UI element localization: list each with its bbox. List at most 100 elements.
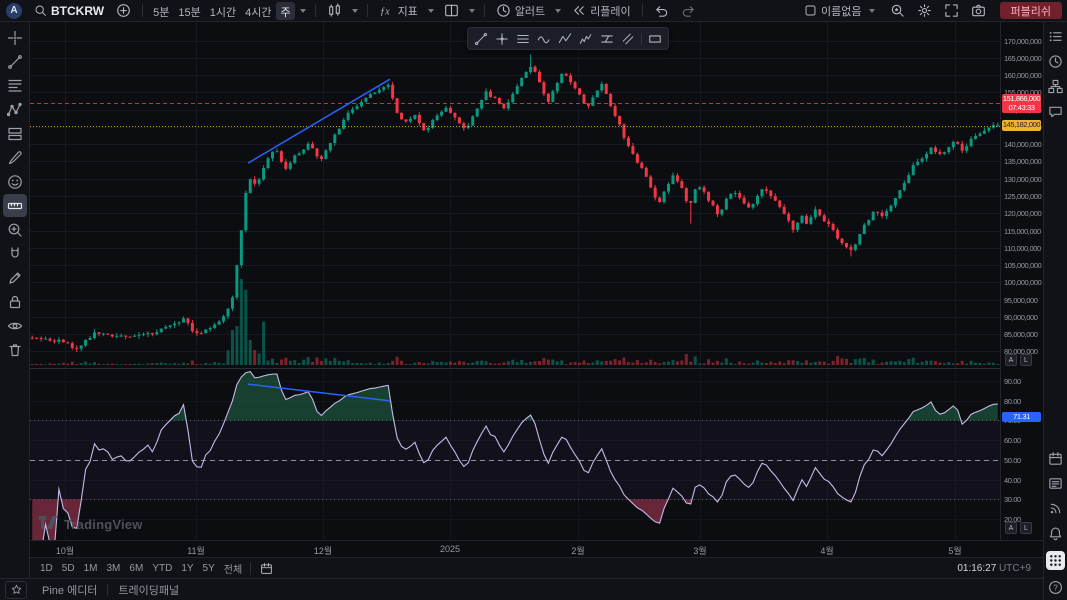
fullscreen-button[interactable] xyxy=(939,2,964,20)
replay-button[interactable]: 리플레이 xyxy=(566,2,635,20)
chevron-down-icon[interactable] xyxy=(427,8,434,13)
brush-tool-button[interactable] xyxy=(3,146,27,169)
publish-button[interactable]: 퍼블리쉬 xyxy=(999,2,1062,19)
goto-date-button[interactable] xyxy=(255,559,278,577)
timeframe-4시간-button[interactable]: 4시간 xyxy=(241,2,275,20)
redo-button[interactable] xyxy=(676,2,701,20)
range-전체-button[interactable]: 전체 xyxy=(220,559,246,578)
calendar-panel-button[interactable] xyxy=(1048,451,1063,466)
candlestick-chart-icon xyxy=(327,3,342,18)
range-5D-button[interactable]: 5D xyxy=(58,559,79,578)
rsi-value-badge: 71.31 xyxy=(1002,411,1041,423)
chat-panel-button[interactable] xyxy=(1048,104,1063,119)
price-axis-label: 135,000,000 xyxy=(1004,157,1042,167)
chevron-down-icon[interactable] xyxy=(468,8,475,13)
rss-panel-button[interactable] xyxy=(1048,501,1063,516)
pattern-icon xyxy=(6,102,23,118)
elliott-wave-draw-button[interactable] xyxy=(576,30,596,47)
range-1M-button[interactable]: 1M xyxy=(80,559,102,578)
layout-templates-button[interactable] xyxy=(439,2,464,20)
timeframe-15분-button[interactable]: 15분 xyxy=(174,2,204,20)
pencil-icon xyxy=(7,270,23,286)
favorites-toggle[interactable] xyxy=(5,580,27,599)
pattern-tool-button[interactable] xyxy=(3,98,27,121)
tab-trading-panel[interactable]: 트레이딩패널 xyxy=(118,584,180,597)
rectangle-icon xyxy=(648,32,662,46)
cross-line-draw-button[interactable] xyxy=(492,30,512,47)
range-1Y-button[interactable]: 1Y xyxy=(177,559,197,578)
lock-tool-button[interactable] xyxy=(3,290,27,313)
trend-line-tool-button[interactable] xyxy=(3,50,27,73)
time-axis-label: 12월 xyxy=(313,546,333,556)
timeframe-5분-button[interactable]: 5분 xyxy=(149,2,173,20)
range-6M-button[interactable]: 6M xyxy=(125,559,147,578)
timezone-label: UTC+9 xyxy=(999,562,1031,574)
ruler-tool-button[interactable] xyxy=(2,194,27,217)
news-panel-button[interactable] xyxy=(1048,476,1063,491)
chevron-down-icon[interactable] xyxy=(351,8,358,13)
rectangle-draw-button[interactable] xyxy=(645,30,665,47)
zoom-in-tool-button[interactable] xyxy=(3,218,27,241)
timeframe-1시간-button[interactable]: 1시간 xyxy=(206,2,240,20)
alerts-clock-panel-button[interactable] xyxy=(1048,54,1063,69)
eye-icon xyxy=(7,318,23,334)
range-1D-button[interactable]: 1D xyxy=(36,559,57,578)
toolbar-left-group: A BTCKRW 5분 15분 1시간 4시간 주 ƒx 지표 xyxy=(5,1,701,20)
undo-button[interactable] xyxy=(649,2,674,20)
range-3M-button[interactable]: 3M xyxy=(103,559,125,578)
range-YTD-button[interactable]: YTD xyxy=(148,559,176,578)
pencil-tool-button[interactable] xyxy=(3,266,27,289)
parallel-channel-draw-button[interactable] xyxy=(618,30,638,47)
trash-tool-button[interactable] xyxy=(3,338,27,361)
position-tool-button[interactable] xyxy=(3,122,27,145)
log-scale-button[interactable]: L xyxy=(1020,522,1032,534)
fib-lines-draw-button[interactable] xyxy=(513,30,533,47)
time-axis-label: 3월 xyxy=(693,546,707,556)
eye-tool-button[interactable] xyxy=(3,314,27,337)
rsi-axis-label: 50.00 xyxy=(1004,455,1021,465)
alert-price-badge[interactable]: 151,866,000 07:43:33 xyxy=(1002,94,1041,114)
quick-search-button[interactable] xyxy=(885,2,910,20)
emoji-tool-button[interactable] xyxy=(3,170,27,193)
fib-retracement-tool-button[interactable] xyxy=(3,74,27,97)
watchlist-panel-button[interactable] xyxy=(1048,29,1063,44)
price-chart-canvas[interactable] xyxy=(30,22,1000,368)
help-panel-button[interactable]: ? xyxy=(1048,580,1063,595)
snapshot-button[interactable] xyxy=(966,2,991,20)
indicators-label: 지표 xyxy=(397,5,418,18)
layout-name-button[interactable]: 이름없음 xyxy=(799,2,882,20)
flat-channel-draw-button[interactable] xyxy=(597,30,617,47)
time-axis[interactable]: 10월 11월 12월 2025 2월 3월 4월 5월 xyxy=(30,540,1043,557)
rss-icon xyxy=(1048,501,1063,516)
chevron-down-icon[interactable] xyxy=(555,8,562,13)
price-axis-label: 155,000,000 xyxy=(1004,88,1042,98)
zigzag-draw-button[interactable] xyxy=(555,30,575,47)
chart-style-button[interactable] xyxy=(322,2,347,20)
indicators-button[interactable]: ƒx 지표 xyxy=(374,2,423,20)
chevron-down-icon[interactable] xyxy=(299,8,306,13)
timeframe-주-button[interactable]: 주 xyxy=(276,1,295,20)
alert-button[interactable]: 알러트 xyxy=(491,2,550,20)
wave-draw-button[interactable] xyxy=(534,30,554,47)
magnet-tool-button[interactable] xyxy=(3,242,27,265)
drawing-toolbar xyxy=(0,22,30,578)
crosshair-tool-button[interactable] xyxy=(3,26,27,49)
rsi-pane-canvas[interactable] xyxy=(30,368,1000,540)
tab-pine-editor[interactable]: Pine 에디터 xyxy=(42,584,98,597)
auto-scale-button[interactable]: A xyxy=(1005,354,1017,366)
price-axis[interactable]: 151,866,000 07:43:33 145,182,000 71.31 1… xyxy=(1000,22,1043,540)
trend-line-draw-button[interactable] xyxy=(471,30,491,47)
clock-display[interactable]: 01:16:27 UTC+9 xyxy=(951,562,1037,575)
auto-scale-button[interactable]: A xyxy=(1005,522,1017,534)
bell-panel-button[interactable] xyxy=(1048,526,1063,541)
object-tree-panel-button[interactable] xyxy=(1048,79,1063,94)
range-5Y-button[interactable]: 5Y xyxy=(199,559,219,578)
log-scale-button[interactable]: L xyxy=(1020,354,1032,366)
account-avatar[interactable]: A xyxy=(6,2,22,19)
chart-settings-button[interactable] xyxy=(912,2,937,20)
add-symbol-button[interactable] xyxy=(111,2,136,20)
symbol-search-button[interactable]: BTCKRW xyxy=(29,2,109,20)
last-price-value: 145,182,000 xyxy=(1002,120,1041,130)
apps-grid-panel-button[interactable] xyxy=(1046,551,1065,570)
